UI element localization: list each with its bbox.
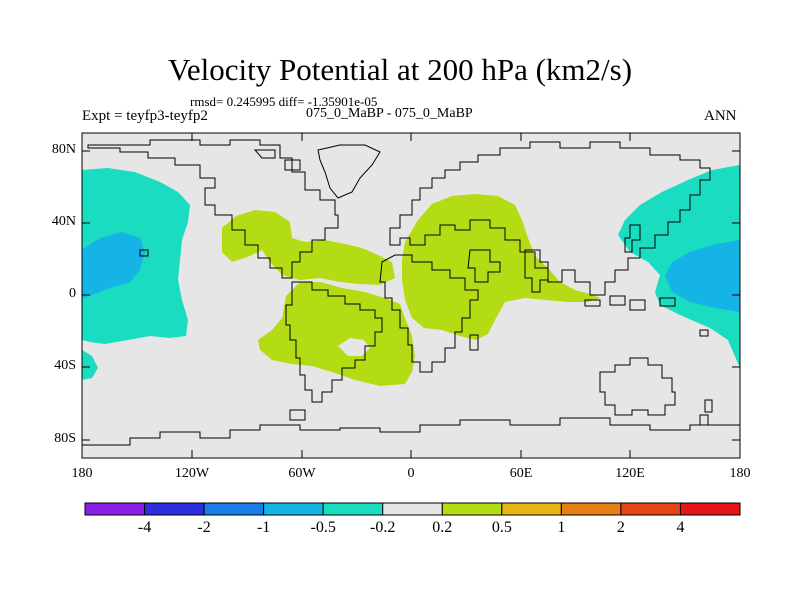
region-africa-asia-green [402, 194, 600, 340]
colorbar-swatch [441, 502, 503, 516]
colorbar-label: 0.5 [491, 519, 512, 536]
colorbar-label: 2 [616, 519, 625, 536]
continent-outlines [82, 139, 740, 446]
outline-africa [379, 254, 479, 373]
outline-pacific-island-2 [699, 329, 709, 337]
season-label: ANN [704, 108, 737, 124]
colorbar-label: 1 [557, 519, 566, 536]
outline-india [524, 249, 549, 293]
colorbar-swatch [203, 502, 265, 516]
colorbar-label: -0.2 [370, 519, 396, 536]
colorbar-swatch [679, 502, 741, 516]
colorbar-swatch [84, 502, 146, 516]
case-label: 075_0_MaBP - 075_0_MaBP [306, 106, 473, 121]
colorbar-swatch [144, 502, 205, 516]
x-tick-label: 60E [509, 466, 533, 481]
region-west-pacific-blue [665, 240, 740, 312]
x-tick-label: 0 [407, 466, 415, 481]
colorbar-label: 4 [676, 519, 685, 536]
region-north-america-green [222, 210, 395, 285]
outline-south-america [285, 281, 383, 403]
chart-title: Velocity Potential at 200 hPa (km2/s) [167, 52, 633, 87]
colorbar-swatch [382, 502, 443, 516]
x-tick-label: 120E [615, 466, 645, 481]
outline-eurasia [389, 141, 711, 296]
x-tick-label: 180 [71, 466, 93, 481]
y-ticks [82, 150, 740, 441]
region-south-america-hole [338, 338, 370, 356]
colorbar-label: -2 [197, 519, 211, 536]
outline-japan [624, 224, 641, 253]
y-tick-label: 40S [54, 358, 76, 373]
region-south-america-green [258, 282, 415, 386]
colorbar-swatch [620, 502, 681, 516]
colorbar-swatch [501, 502, 562, 516]
colorbar-swatch [322, 502, 384, 516]
colorbar-swatch [263, 502, 324, 516]
x-tick-label: 60W [288, 466, 316, 481]
y-tick-label: 80S [54, 431, 76, 446]
region-east-pacific-south-cyan [82, 350, 98, 380]
outline-antarctic-peninsula [289, 409, 306, 421]
outline-australia [599, 357, 676, 416]
outline-arctic-islands [253, 149, 301, 171]
outline-north-america [87, 139, 339, 279]
experiment-label: Expt = teyfp3-teyfp2 [82, 108, 208, 124]
outline-antarctica [82, 417, 740, 446]
y-tick-label: 40N [51, 214, 76, 229]
colorbar-swatch [560, 502, 622, 516]
x-ticks [81, 133, 741, 458]
outline-arabia [467, 249, 501, 283]
outline-greenland [317, 144, 381, 199]
colorbar [84, 502, 741, 516]
x-tick-label: 180 [729, 466, 751, 481]
outline-se-asia-islands [584, 295, 676, 311]
y-tick-label: 0 [69, 286, 76, 301]
outline-madagascar [469, 334, 479, 351]
colorbar-label: -4 [137, 519, 152, 536]
y-tick-label: 80N [51, 142, 76, 157]
colorbar-label: -1 [256, 519, 271, 536]
x-tick-label: 120W [174, 466, 210, 481]
colorbar-label: -0.5 [310, 519, 336, 536]
region-east-pacific-blue [82, 232, 145, 298]
stats-line: rmsd= 0.245995 diff= -1.35901e-05 [190, 94, 378, 109]
outline-hawaii [139, 249, 149, 257]
colorbar-label: 0.2 [432, 519, 453, 536]
